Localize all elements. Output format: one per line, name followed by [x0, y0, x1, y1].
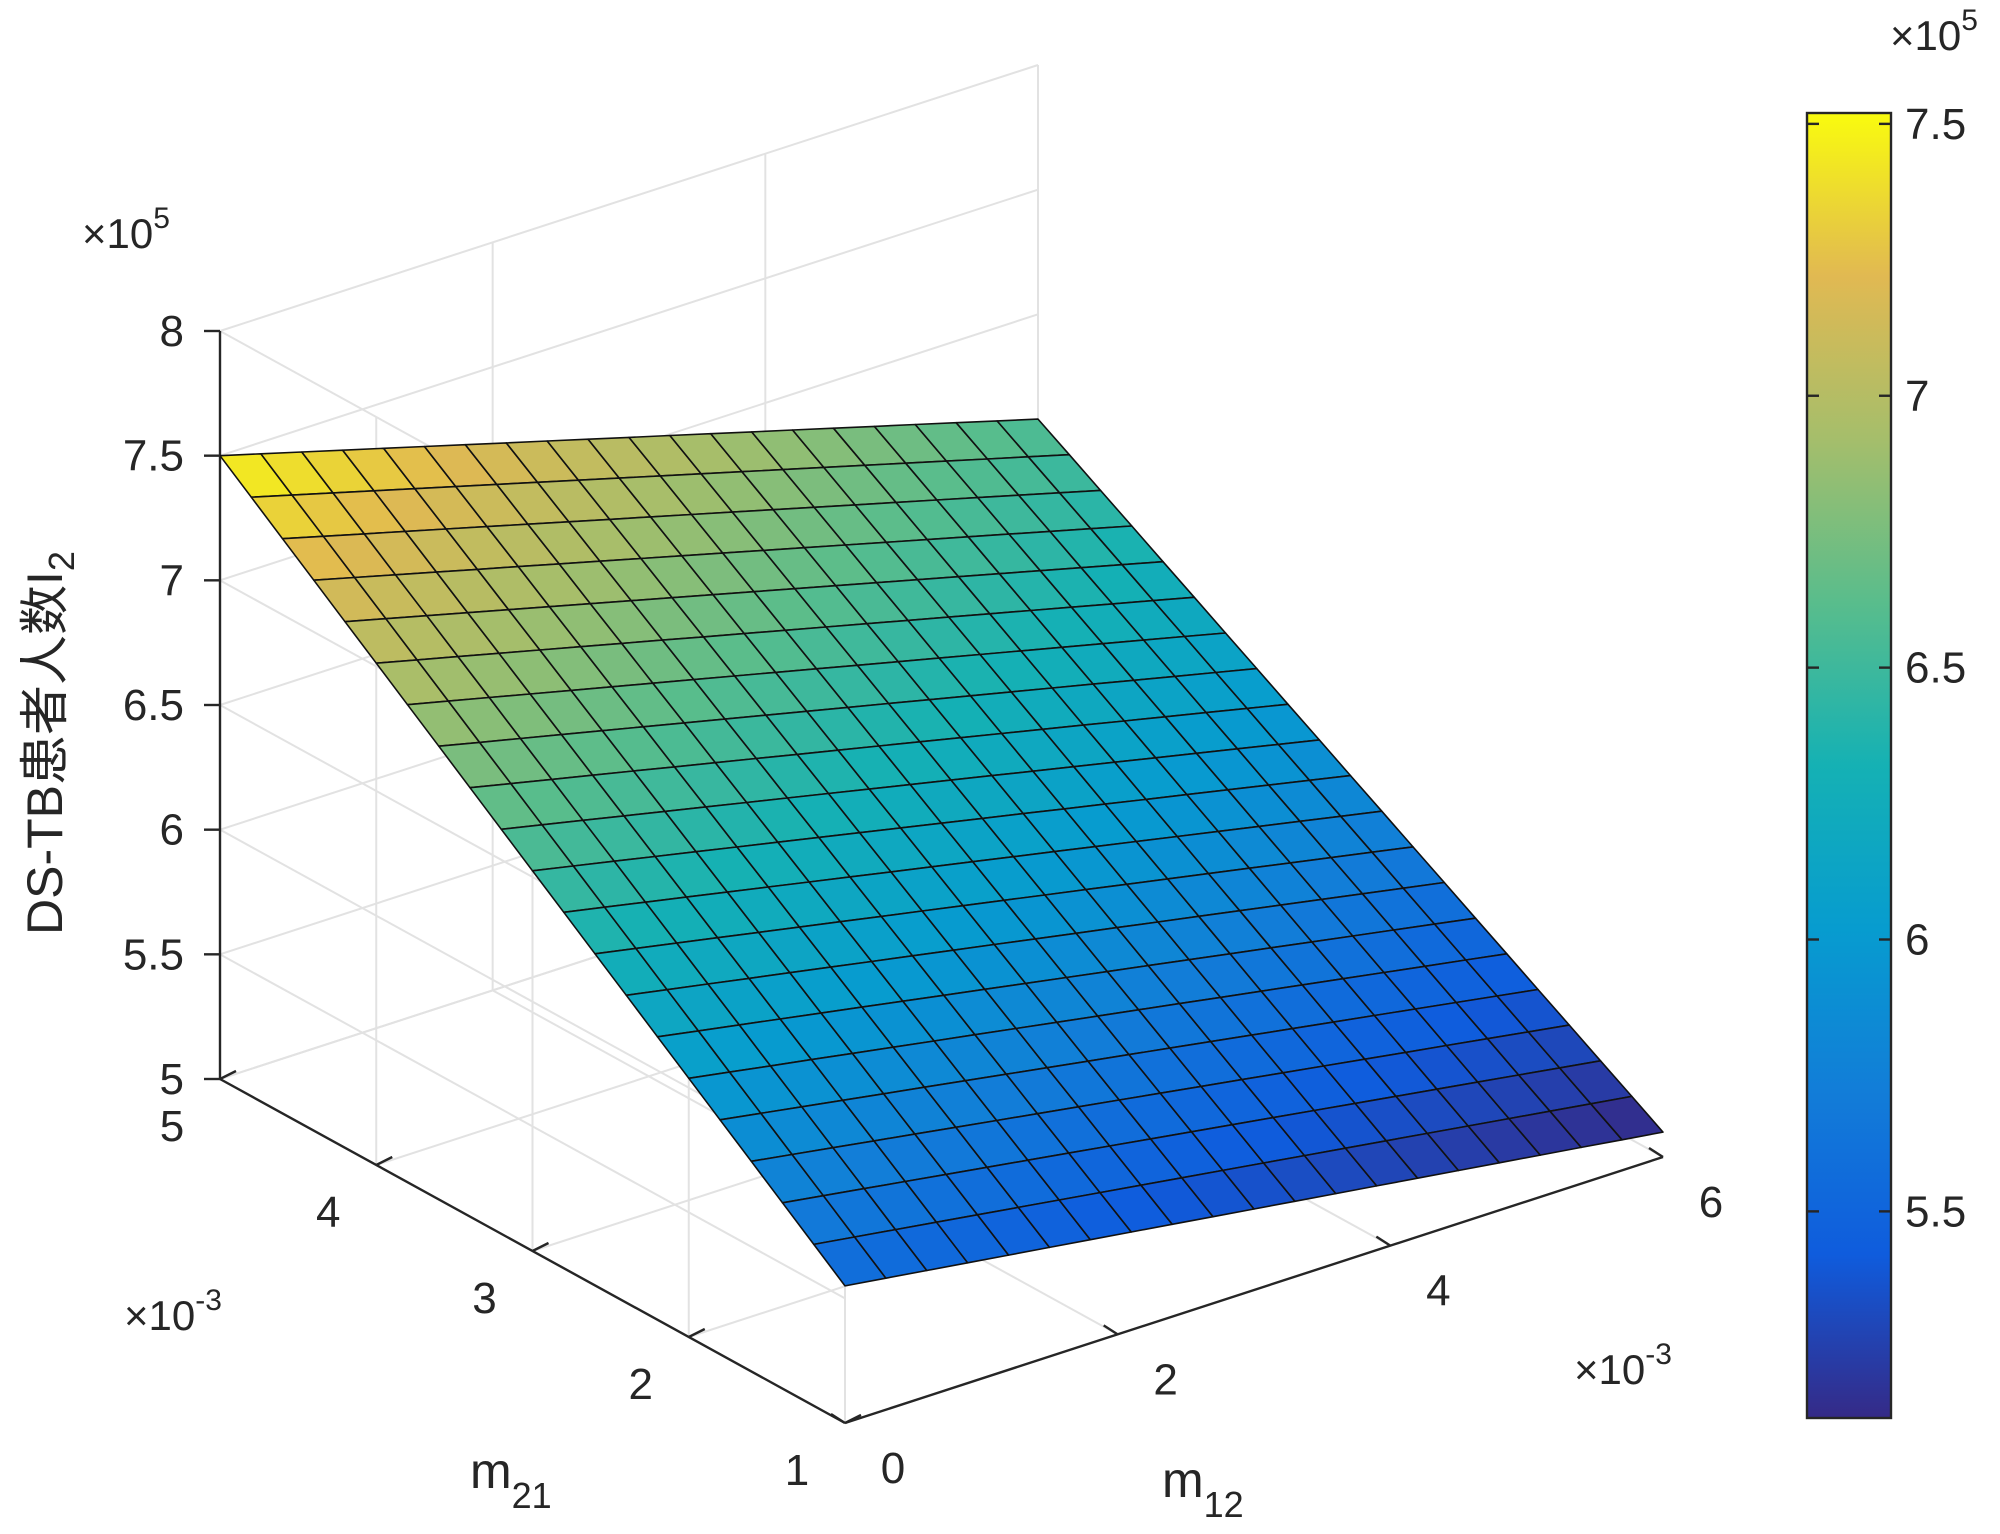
z-tick-label: 5.5 [123, 930, 184, 979]
x-axis-line [844, 1155, 1664, 1425]
x-tick-label: 6 [1699, 1178, 1723, 1227]
z-tick-label: 6.5 [123, 681, 184, 730]
x-axis-label-text: m [1162, 1452, 1204, 1508]
colorbar-multiplier: ×105 [1890, 4, 1978, 59]
y-axis-multiplier: ×10-3 [124, 1284, 222, 1339]
z-axis-label-subscript: 2 [41, 551, 82, 571]
gridline-z-back [219, 64, 1039, 332]
z-tick-label: 6 [160, 806, 184, 855]
x-tick-label: 0 [881, 1444, 905, 1493]
y-axis-label-subscript: 21 [512, 1475, 552, 1516]
x-tick-mark [1375, 1235, 1391, 1247]
y-tick-mark [219, 1069, 237, 1081]
x-tick-mark [1648, 1146, 1664, 1159]
colorbar-tick-label: 6 [1905, 916, 1929, 965]
x-tick-label: 2 [1153, 1355, 1177, 1404]
colorbar-ticks: 5.5 6 6.5 7 7.5 [1807, 100, 1966, 1236]
x-tick-mark [830, 1412, 846, 1425]
colorbar-fill [1805, 111, 1893, 1420]
x-tick-mark [1103, 1324, 1119, 1336]
y-tick-mark [844, 1413, 862, 1425]
colorbar-tick-label: 6.5 [1905, 644, 1966, 693]
y-tick-label: 2 [629, 1360, 653, 1409]
z-tick-label: 5 [160, 1055, 184, 1104]
colorbar-tick-label: 5.5 [1905, 1187, 1966, 1236]
x-axis-label: m12 [1162, 1452, 1244, 1525]
y-axis-label: m21 [470, 1443, 552, 1516]
y-tick-label: 5 [160, 1102, 184, 1151]
y-tick-label: 1 [785, 1446, 809, 1495]
y-tick-mark [375, 1155, 393, 1167]
colorbar-tick-label: 7 [1905, 372, 1929, 421]
z-tick-label: 8 [160, 307, 184, 356]
axes-ticks: 5 5.5 6 6.5 7 7.5 8 1 2 3 4 5 0 2 4 6 [123, 307, 1723, 1495]
colorbar-tick-label: 7.5 [1905, 100, 1966, 149]
surface-patch [1590, 1095, 1664, 1141]
z-tick-label: 7.5 [123, 432, 184, 481]
z-axis-multiplier: ×105 [82, 202, 170, 257]
y-tick-label: 4 [316, 1188, 340, 1237]
z-tick-label: 7 [160, 556, 184, 605]
z-axis-label: DS-TB患者人数I2 [17, 551, 82, 935]
surface-mesh [219, 418, 1664, 1287]
y-tick-mark [531, 1241, 550, 1253]
y-tick-mark [688, 1327, 706, 1339]
y-axis-label-text: m [470, 1443, 512, 1499]
z-axis-label-text: DS-TB患者人数I [17, 571, 73, 935]
colorbar: 5.5 6 6.5 7 7.5 ×105 [1805, 4, 1978, 1420]
x-axis-multiplier: ×10-3 [1574, 1338, 1672, 1393]
y-tick-label: 3 [472, 1274, 496, 1323]
gridline-z-back [219, 188, 1039, 457]
x-axis-label-subscript: 12 [1204, 1484, 1244, 1525]
x-tick-label: 4 [1426, 1267, 1450, 1316]
